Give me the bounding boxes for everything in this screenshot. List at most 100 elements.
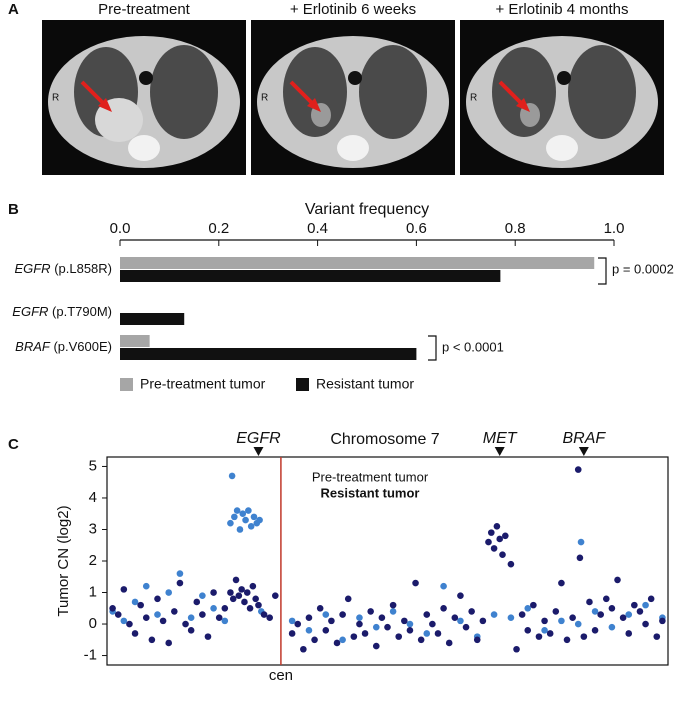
point bbox=[558, 579, 565, 587]
point bbox=[260, 611, 268, 618]
point bbox=[631, 601, 638, 609]
x-tick-label: 0.2 bbox=[208, 220, 229, 237]
point bbox=[401, 617, 408, 625]
point bbox=[243, 589, 251, 596]
point bbox=[227, 519, 234, 527]
legend-swatch bbox=[120, 378, 133, 391]
y-tick-label: 1 bbox=[89, 583, 97, 600]
point bbox=[165, 639, 173, 647]
point bbox=[305, 614, 313, 622]
image-title: + Erlotinib 4 months bbox=[496, 1, 629, 18]
arrow bbox=[498, 80, 524, 106]
point bbox=[252, 595, 259, 603]
point bbox=[238, 586, 245, 593]
legend-label: Resistant tumor bbox=[321, 485, 420, 500]
point bbox=[231, 513, 238, 521]
point bbox=[199, 611, 206, 618]
arrow-head bbox=[307, 98, 321, 112]
point bbox=[406, 620, 414, 628]
point bbox=[266, 614, 273, 622]
point bbox=[233, 507, 241, 514]
point bbox=[417, 636, 425, 644]
point bbox=[193, 598, 201, 606]
point bbox=[490, 611, 498, 618]
point bbox=[384, 623, 391, 631]
bar bbox=[120, 257, 595, 269]
point bbox=[339, 611, 346, 618]
gene-pointer bbox=[578, 447, 589, 456]
point bbox=[576, 554, 584, 562]
y-tick-label: 5 bbox=[89, 457, 97, 474]
ct-lung bbox=[568, 45, 636, 139]
point bbox=[322, 611, 330, 618]
point bbox=[236, 526, 244, 533]
point bbox=[215, 614, 223, 622]
point bbox=[300, 645, 307, 653]
point bbox=[642, 620, 649, 628]
point bbox=[457, 617, 464, 625]
point bbox=[574, 466, 582, 473]
legend-swatch bbox=[296, 378, 309, 391]
point bbox=[406, 627, 414, 634]
point bbox=[311, 636, 318, 644]
image-marker: R bbox=[261, 93, 268, 104]
point bbox=[451, 614, 459, 622]
point bbox=[210, 604, 217, 612]
ct-spine bbox=[128, 135, 160, 161]
point bbox=[395, 633, 403, 640]
point bbox=[608, 604, 616, 612]
point bbox=[333, 639, 341, 647]
x-tick-label: 0.0 bbox=[110, 220, 131, 237]
ct-trachea bbox=[139, 71, 153, 85]
y-tick-label: 3 bbox=[89, 520, 97, 537]
point bbox=[120, 617, 128, 625]
point bbox=[389, 601, 397, 609]
point bbox=[552, 608, 560, 615]
point bbox=[558, 617, 565, 625]
point bbox=[541, 627, 548, 634]
point bbox=[142, 614, 150, 622]
panel-label: C bbox=[8, 436, 19, 453]
point bbox=[272, 592, 279, 599]
point bbox=[142, 582, 150, 590]
point bbox=[176, 579, 184, 587]
category-label: BRAF (p.V600E) bbox=[15, 339, 112, 354]
point bbox=[608, 623, 616, 631]
gene-pointer bbox=[253, 447, 264, 456]
point bbox=[493, 523, 501, 530]
y-tick-label: -1 bbox=[84, 647, 97, 664]
point bbox=[487, 529, 495, 536]
panel-label: B bbox=[8, 201, 19, 218]
point bbox=[434, 630, 442, 637]
legend-label: Pre-treatment tumor bbox=[312, 469, 429, 484]
point bbox=[120, 586, 128, 593]
category-label: EGFR (p.L858R) bbox=[14, 261, 112, 276]
point bbox=[356, 614, 363, 622]
point bbox=[659, 617, 666, 625]
point bbox=[154, 595, 161, 603]
point bbox=[378, 614, 386, 622]
point bbox=[328, 617, 335, 625]
image-marker: R bbox=[470, 93, 477, 104]
point bbox=[636, 608, 644, 615]
point bbox=[221, 617, 229, 625]
image-title: Pre-treatment bbox=[98, 1, 191, 18]
p-value: p = 0.0002 bbox=[612, 261, 674, 276]
point bbox=[372, 623, 380, 631]
point bbox=[423, 611, 431, 618]
bracket bbox=[598, 257, 607, 285]
point bbox=[182, 620, 189, 628]
x-tick-label: 0.4 bbox=[307, 220, 328, 237]
p-value: p < 0.0001 bbox=[442, 339, 504, 354]
point bbox=[440, 604, 447, 612]
point bbox=[288, 617, 296, 625]
x-axis-title: Variant frequency bbox=[305, 201, 429, 218]
point bbox=[199, 592, 206, 599]
point bbox=[496, 535, 504, 543]
gene-pointer bbox=[494, 447, 505, 456]
point bbox=[148, 636, 156, 644]
bracket bbox=[428, 335, 437, 361]
point bbox=[546, 630, 554, 637]
point bbox=[569, 614, 576, 622]
image-title: + Erlotinib 6 weeks bbox=[290, 1, 416, 18]
